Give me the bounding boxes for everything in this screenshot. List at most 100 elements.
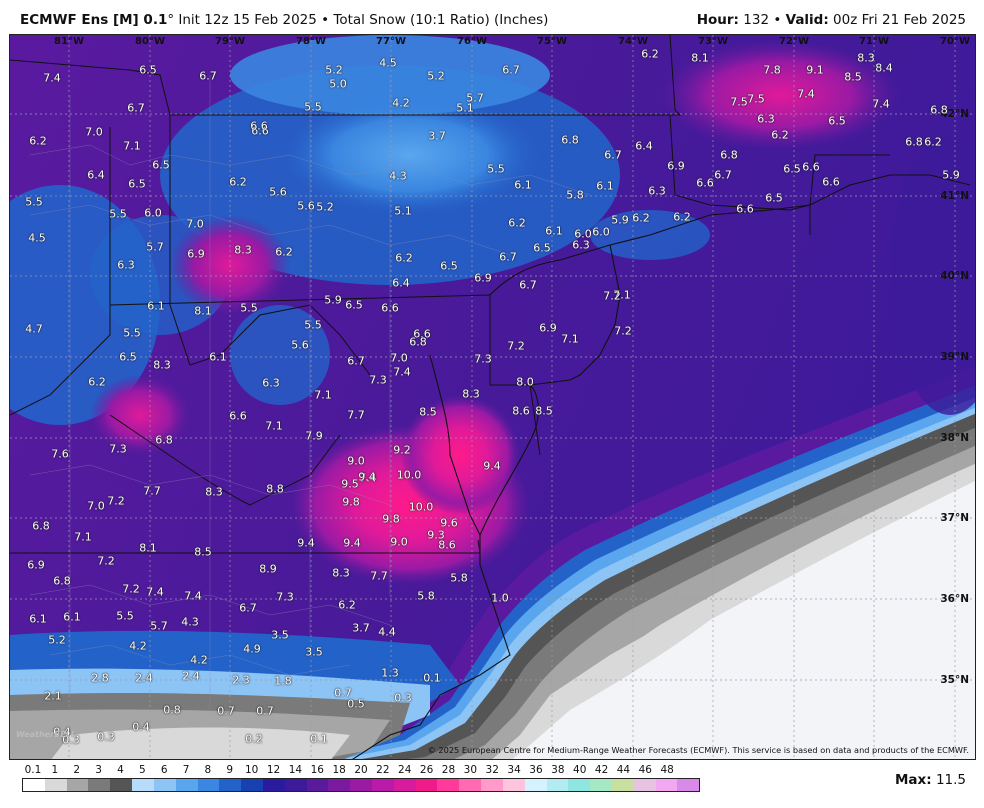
snow-value: 7.0 [186,217,204,231]
snow-value: 7.2 [507,339,525,353]
colorbar-swatch [459,779,482,791]
state-boundaries [10,35,890,554]
snow-value: 7.4 [146,585,164,599]
colorbar-swatch [262,779,285,791]
snow-value: 6.5 [828,114,846,128]
snow-value: 7.1 [74,530,92,544]
snow-value: 7.1 [561,332,579,346]
degree-symbol: ° [167,12,175,28]
colorbar-swatch [241,779,263,791]
snow-value: 6.7 [502,63,520,77]
snow-value: 8.5 [194,545,212,559]
lon-label: 77°W [376,36,406,47]
snow-value: 6.5 [533,241,551,255]
snow-value: 6.5 [128,177,146,191]
lat-label: 37°N [940,512,969,524]
snow-value: 8.3 [153,358,171,372]
snow-value: 5.5 [123,326,141,340]
snow-value: 9.3 [427,528,445,542]
snow-value: 5.7 [466,91,484,105]
snow-value: 6.5 [152,158,170,172]
colorbar-tick-label: 44 [616,764,631,776]
snow-value: 6.7 [604,148,622,162]
snow-value: 2.4 [135,671,153,685]
lat-label: 42°N [940,108,969,120]
snow-value: 8.5 [535,404,553,418]
snow-value: 9.8 [342,495,360,509]
snow-value: 7.2 [97,554,115,568]
snow-value: 5.5 [109,207,127,221]
snow-value: 6.2 [395,251,413,265]
snow-value: 8.8 [266,482,284,496]
snow-value: 6.6 [736,202,754,216]
snow-value: 7.3 [369,373,387,387]
snow-value: 8.3 [332,566,350,580]
ma-pink-maximum [660,40,900,150]
snow-value: 0.2 [245,732,263,746]
snow-value: 7.8 [763,63,781,77]
south-pale-field [51,727,350,759]
snow-value: 6.7 [239,601,257,615]
snow-value: 4.2 [392,96,410,110]
snow-value: 6.5 [783,162,801,176]
snow-value: 7.1 [265,419,283,433]
snow-value: 6.5 [345,298,363,312]
bullet-separator: • [773,12,782,28]
snow-value: 7.7 [347,408,365,422]
snow-value: 0.7 [256,704,274,718]
county-lines [29,75,591,715]
colorbar-swatch [350,779,372,791]
snow-value: 0.7 [217,704,235,718]
snow-value: 6.8 [53,574,71,588]
colorbar-swatch [328,779,351,791]
colorbar-tick-label: 5 [138,764,146,776]
snow-value: 6.2 [771,128,789,142]
snow-value: 6.2 [29,134,47,148]
snow-value: 8.6 [438,538,456,552]
snow-value: 6.8 [155,433,173,447]
snow-value: 6.0 [144,206,162,220]
snowfall-map[interactable]: 81°W 80°W 79°W 78°W 77°W 76°W 75°W 74°W … [9,34,976,760]
snow-value: 5.5 [240,301,258,315]
snow-value: 8.9 [259,562,277,576]
snow-value: 7.0 [87,499,105,513]
colorbar-swatch [197,779,220,791]
snow-value: 8.1 [139,541,157,555]
snow-value: 8.5 [844,70,862,84]
snow-value: 6.1 [596,179,614,193]
snow-value: 6.3 [648,184,666,198]
colorbar-tick-label: 10 [244,764,259,776]
snow-value: 6.2 [229,175,247,189]
snow-value: 6.1 [147,299,165,313]
snow-value: 6.5 [440,259,458,273]
map-header: ECMWF Ens [M] 0.1° Init 12z 15 Feb 2025 … [0,0,984,34]
snow-value: 5.2 [427,69,445,83]
lon-label: 72°W [779,36,809,47]
colorbar-swatch [633,779,656,791]
snow-value: 3.5 [271,628,289,642]
snow-value: 8.1 [194,304,212,318]
colorbar-swatch [590,779,612,791]
lon-label: 80°W [135,36,165,47]
snow-value: 4.7 [25,322,43,336]
snow-value: 6.2 [924,135,942,149]
snow-value: 4.3 [181,615,199,629]
snow-value: 6.2 [508,216,526,230]
snow-value: 8.3 [462,387,480,401]
colorbar-tick-label: 22 [376,764,390,776]
snow-value: 9.4 [483,459,501,473]
snow-value: 5.1 [456,101,474,115]
colorbar-tick-label: 18 [332,764,346,776]
snow-value: 3.7 [352,621,370,635]
snow-value: 7.3 [474,352,492,366]
lon-label: 81°W [54,36,84,47]
snow-value: 5.6 [297,199,315,213]
snow-value: 2.3 [232,673,250,687]
snow-value: 4.5 [28,231,46,245]
snow-value: 3.7 [428,129,446,143]
snow-value: 6.5 [119,350,137,364]
colorbar-swatch [546,779,569,791]
snow-value: 6.8 [561,133,579,147]
lon-label: 73°W [698,36,728,47]
snow-value: 9.2 [393,443,411,457]
